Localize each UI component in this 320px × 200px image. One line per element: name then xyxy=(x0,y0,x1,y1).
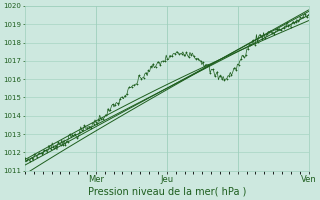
X-axis label: Pression niveau de la mer( hPa ): Pression niveau de la mer( hPa ) xyxy=(88,187,246,197)
